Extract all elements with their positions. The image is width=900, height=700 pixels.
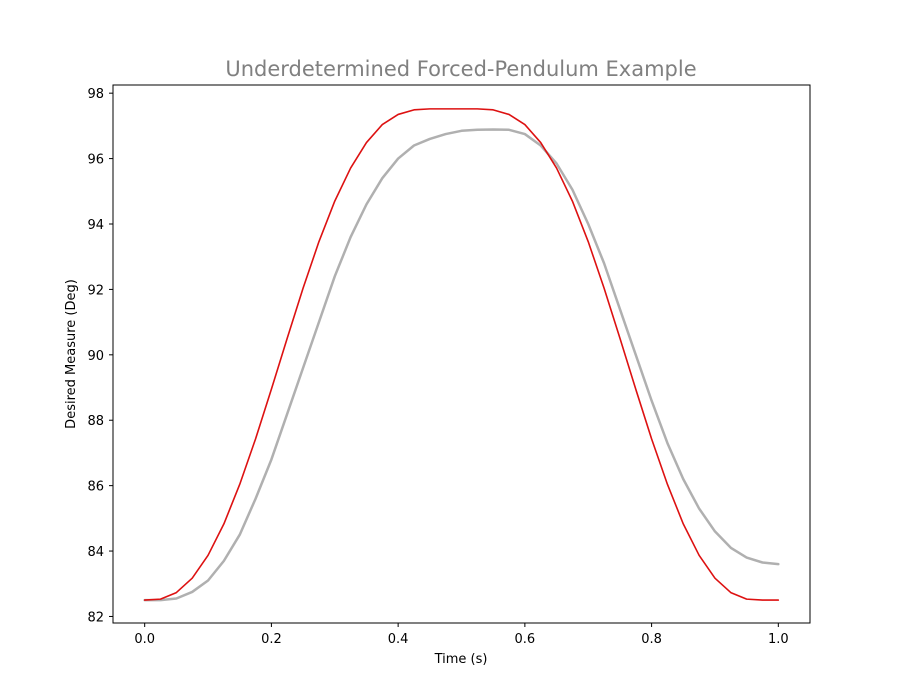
x-tick-label: 0.8: [641, 632, 662, 647]
y-tick-label: 88: [87, 414, 104, 429]
chart-title: Underdetermined Forced-Pendulum Example: [225, 57, 696, 81]
y-tick-label: 98: [87, 87, 104, 102]
y-tick-label: 90: [87, 349, 104, 364]
x-axis-label: Time (s): [434, 652, 488, 667]
x-tick-label: 0.2: [261, 632, 282, 647]
y-tick-label: 92: [87, 283, 104, 298]
y-tick-label: 84: [87, 545, 104, 560]
x-tick-label: 0.6: [515, 632, 536, 647]
series-line-1: [143, 108, 780, 601]
x-tick-label: 0.0: [134, 632, 155, 647]
x-tick-label: 0.4: [388, 632, 409, 647]
plot-frame: [112, 84, 811, 624]
y-axis-label: Desired Measure (Deg): [64, 279, 79, 429]
x-axis: 0.0 0.2 0.4 0.6 0.8 1.0: [134, 623, 789, 647]
y-tick-label: 86: [87, 480, 104, 495]
series-line-2: [143, 128, 780, 602]
series-layer: [143, 108, 780, 602]
x-tick-label: 1.0: [768, 632, 789, 647]
y-tick-label: 96: [87, 153, 104, 168]
y-tick-label: 94: [87, 218, 104, 233]
y-tick-label: 82: [87, 610, 104, 625]
y-axis: 82 84 86 88 90 92 94 96 98: [87, 87, 113, 625]
